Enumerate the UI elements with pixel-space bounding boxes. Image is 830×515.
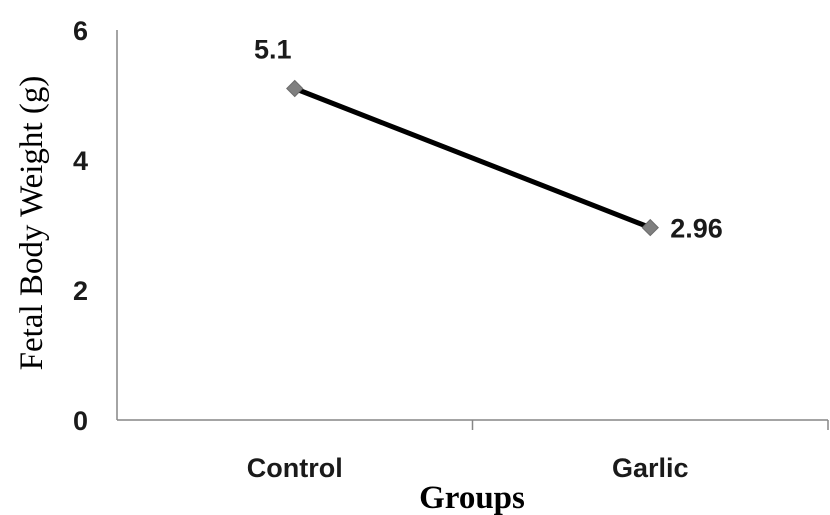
x-tick-label: Control: [247, 453, 343, 483]
x-axis-ticks: Control Garlic: [247, 420, 829, 483]
y-tick-label: 0: [73, 406, 88, 436]
series-line: [292, 86, 653, 231]
y-tick-label: 6: [73, 16, 88, 46]
series-group: [286, 79, 659, 237]
data-label: 2.96: [670, 214, 723, 244]
x-tick-label: Garlic: [612, 453, 689, 483]
y-axis-ticks: 0 2 4 6: [73, 16, 88, 436]
data-labels: 5.1 2.96: [254, 35, 723, 244]
y-tick-label: 2: [73, 276, 88, 306]
data-point-marker: [641, 218, 659, 237]
y-axis-title: Fetal Body Weight (g): [14, 76, 50, 371]
y-tick-label: 4: [73, 146, 88, 176]
data-label: 5.1: [254, 35, 292, 65]
x-axis-title: Groups: [419, 480, 525, 515]
data-point-marker: [286, 79, 304, 98]
